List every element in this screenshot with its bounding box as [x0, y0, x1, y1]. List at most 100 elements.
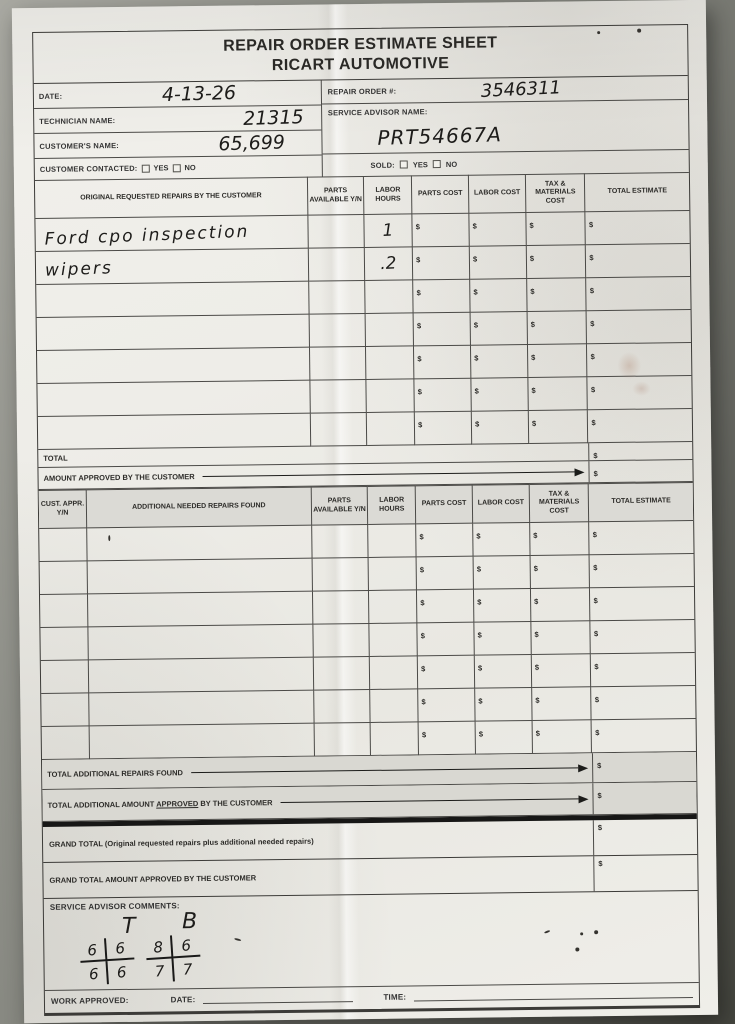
currency-sign: $ [594, 662, 599, 672]
currency-sign: $ [473, 287, 478, 297]
labor-hours-cell [365, 279, 414, 314]
cust-appr-cell [40, 626, 89, 661]
tread-value: 6 [80, 961, 109, 986]
column-header: ORIGINAL REQUESTED REPAIRS BY THE CUSTOM… [34, 177, 308, 219]
currency-sign: $ [477, 630, 482, 640]
cost-cell: $ [417, 688, 476, 722]
total-label: TOTAL [43, 453, 68, 463]
currency-sign: $ [419, 532, 424, 542]
desc-cell [37, 413, 311, 450]
cust-appr-cell [41, 692, 90, 727]
desc-cell [37, 380, 310, 417]
cost-cell: $ [585, 210, 690, 245]
cost-cell: $ [591, 685, 696, 720]
currency-sign: $ [420, 598, 425, 608]
column-header: PARTS COST [415, 485, 473, 524]
sold-yes-checkbox [399, 160, 408, 169]
sold-yes-label: YES [412, 159, 428, 169]
repair-order-form: REPAIR ORDER ESTIMATE SHEET RICART AUTOM… [32, 24, 701, 1016]
cost-cell: $ [471, 410, 529, 445]
currency-sign: $ [594, 695, 600, 705]
currency-sign: $ [478, 696, 483, 706]
cost-cell: $ [413, 345, 471, 379]
currency-sign: $ [421, 697, 426, 707]
currency-sign: $ [534, 662, 540, 672]
parts-available-cell [309, 412, 368, 447]
grand-total-cell: $ [592, 818, 698, 856]
form-header: REPAIR ORDER ESTIMATE SHEET RICART AUTOM… [33, 25, 688, 85]
cost-cell: $ [418, 721, 476, 755]
tread-value: 6 [79, 938, 108, 963]
currency-sign: $ [421, 664, 426, 674]
currency-sign: $ [595, 728, 600, 738]
cost-cell: $ [589, 520, 694, 555]
parts-available-cell [312, 656, 371, 691]
cost-cell: $ [587, 375, 692, 410]
currency-sign: $ [415, 222, 420, 232]
currency-sign: $ [530, 286, 535, 296]
repair-order-value-handwritten: 3546311 [480, 77, 562, 102]
cost-cell: $ [474, 654, 532, 689]
cust-appr-cell [39, 527, 88, 562]
currency-sign: $ [534, 629, 539, 639]
currency-sign: $ [534, 596, 539, 606]
comments-label: SERVICE ADVISOR COMMENTS: [49, 901, 180, 912]
desc-cell [88, 690, 314, 726]
cost-cell: $ [586, 342, 692, 377]
amount-approved-label: AMOUNT APPROVED BY THE CUSTOMER [43, 472, 195, 483]
info-right-column: REPAIR ORDER #: 3546311 SERVICE ADVISOR … [321, 76, 689, 176]
cost-cell: $ [412, 213, 470, 247]
column-header: LABOR COST [472, 484, 530, 524]
currency-sign: $ [592, 530, 597, 540]
currency-sign: $ [597, 761, 602, 771]
currency-sign: $ [417, 387, 422, 397]
parts-available-cell [312, 623, 370, 658]
time-signature-line [414, 987, 693, 1002]
currency-sign: $ [533, 563, 538, 573]
cost-cell: $ [473, 588, 531, 623]
additional-repairs-table: CUST. APPR. Y/N ADDITIONAL NEEDED REPAIR… [38, 482, 696, 760]
info-section: DATE: 4-13-26 TECHNICIAN NAME: 21315 CUS… [33, 76, 689, 181]
currency-sign: $ [472, 254, 478, 264]
currency-sign: $ [589, 253, 594, 263]
cost-cell: $ [530, 554, 590, 589]
sold-label: SOLD: [370, 160, 395, 170]
cost-cell: $ [473, 555, 531, 590]
tread-t-handwritten: T [121, 913, 136, 939]
customer-name-value-handwritten: 65,699 [218, 131, 286, 156]
currency-sign: $ [529, 220, 534, 230]
cost-cell: $ [530, 587, 591, 622]
currency-sign: $ [535, 695, 540, 705]
cust-appr-cell [40, 659, 89, 694]
currency-sign: $ [533, 530, 538, 540]
tread-value: 6 [105, 936, 135, 962]
original-repairs-table: ORIGINAL REQUESTED REPAIRS BY THE CUSTOM… [34, 172, 693, 450]
cost-cell: $ [525, 211, 586, 246]
info-left-column: DATE: 4-13-26 TECHNICIAN NAME: 21315 CUS… [33, 80, 323, 181]
cost-cell: $ [585, 243, 691, 278]
labor-hours-cell: 1 [364, 213, 413, 248]
cost-cell: $ [468, 212, 527, 247]
desc-cell [37, 347, 310, 384]
cust-appr-cell [39, 593, 89, 628]
parts-available-cell [313, 689, 371, 724]
currency-sign: $ [598, 859, 603, 869]
ink-mark [580, 932, 584, 936]
currency-sign: $ [476, 564, 482, 574]
desc-cell [89, 723, 315, 759]
cost-cell: $ [527, 343, 588, 378]
currency-sign: $ [593, 629, 599, 639]
parts-available-cell [311, 557, 369, 592]
column-header: TAX & MATERIALS COST [529, 483, 590, 523]
cost-cell: $ [470, 311, 528, 346]
column-header: PARTS COST [411, 175, 469, 214]
currency-sign: $ [597, 823, 603, 833]
column-header: LABOR HOURS [367, 485, 416, 525]
parts-available-cell [309, 346, 367, 381]
currency-sign: $ [416, 288, 421, 298]
total-additional-approved-cell: $ [592, 781, 697, 815]
currency-sign: $ [593, 563, 598, 573]
ink-mark [108, 535, 111, 542]
labor-hours-cell [366, 378, 415, 413]
cost-cell: $ [532, 719, 592, 754]
